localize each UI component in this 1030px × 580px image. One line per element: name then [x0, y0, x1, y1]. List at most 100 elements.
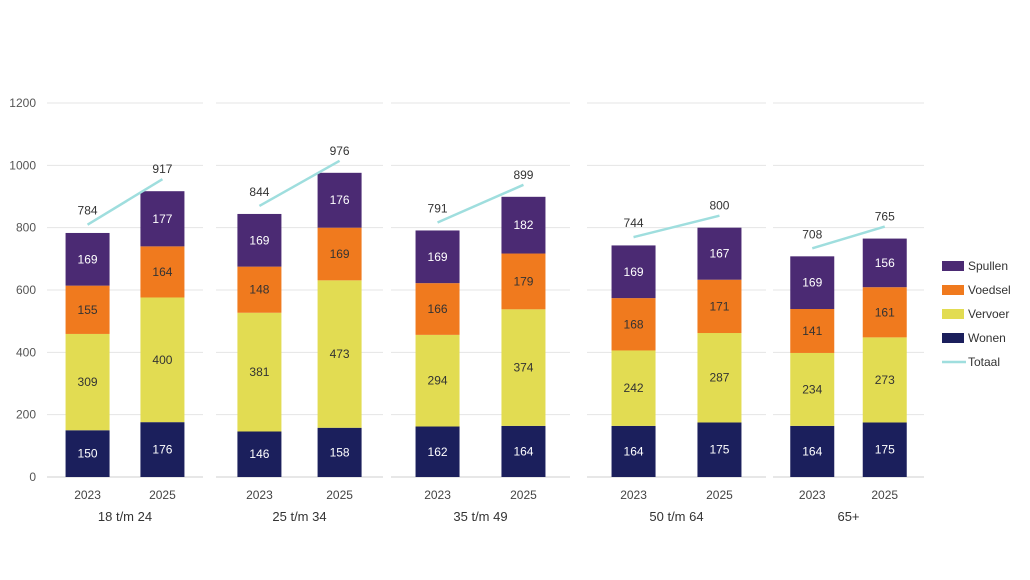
total-label: 976 — [330, 144, 350, 158]
legend-swatch — [942, 309, 964, 319]
data-label: 287 — [709, 371, 729, 385]
bar-segment-vervoer — [862, 337, 907, 423]
data-label: 400 — [152, 353, 172, 367]
bar-segment-wonen — [697, 422, 742, 477]
total-label: 765 — [875, 210, 895, 224]
bar-segment-spullen — [862, 238, 907, 288]
y-tick-label: 400 — [16, 345, 36, 359]
bar-segment-spullen — [697, 227, 742, 280]
total-lines: 784 917 844 976 791 899 744 800 708 765 — [78, 144, 895, 250]
bar-segment-voedsel — [415, 283, 460, 335]
data-label: 164 — [513, 444, 533, 458]
bar-segment-voedsel — [790, 309, 835, 353]
group-label: 50 t/m 64 — [649, 509, 703, 524]
group-label: 65+ — [837, 509, 859, 524]
bar-segment-wonen — [140, 422, 185, 477]
legend-label: Totaal — [968, 355, 1000, 369]
bar-segment-spullen — [790, 256, 835, 310]
data-label: 175 — [875, 443, 895, 457]
data-label: 169 — [428, 250, 448, 264]
bar-segment-spullen — [65, 232, 110, 286]
data-label: 175 — [709, 443, 729, 457]
y-tick-label: 800 — [16, 221, 36, 235]
total-label: 708 — [802, 227, 822, 241]
data-label: 150 — [78, 447, 98, 461]
year-label: 2023 — [799, 488, 826, 502]
bar-segment-wonen — [317, 427, 362, 477]
data-label: 164 — [802, 444, 822, 458]
total-label: 791 — [428, 201, 448, 215]
bar-segment-voedsel — [862, 287, 907, 338]
legend-label: Wonen — [968, 331, 1006, 345]
bar-segment-voedsel — [697, 279, 742, 334]
bar-segment-voedsel — [140, 246, 185, 298]
data-label: 141 — [802, 324, 822, 338]
bar-segment-vervoer — [501, 309, 546, 426]
year-label: 2025 — [706, 488, 733, 502]
data-label: 161 — [875, 305, 895, 319]
bar-segment-vervoer — [237, 312, 282, 432]
data-label: 176 — [152, 443, 172, 457]
total-line — [633, 214, 720, 239]
data-label: 166 — [428, 302, 448, 316]
bar-segment-wonen — [501, 425, 546, 477]
bar-segment-vervoer — [790, 352, 835, 426]
bar-segment-vervoer — [140, 297, 185, 423]
legend-label: Voedsel — [968, 283, 1011, 297]
group-label: 35 t/m 49 — [453, 509, 507, 524]
bar-segment-wonen — [415, 426, 460, 477]
legend-swatch — [942, 261, 964, 271]
data-label: 171 — [709, 299, 729, 313]
data-label: 168 — [624, 317, 644, 331]
bar-segment-wonen — [862, 422, 907, 477]
y-tick-label: 1000 — [9, 158, 36, 172]
bar-segment-spullen — [611, 245, 656, 299]
legend-label: Spullen — [968, 259, 1008, 273]
total-line — [86, 178, 164, 226]
data-label: 234 — [802, 382, 822, 396]
bar-segment-voedsel — [237, 266, 282, 313]
data-label: 158 — [330, 445, 350, 459]
bars: 150 309 155 169 176 400 164 177 146 381 148 169 158 4… — [65, 172, 907, 477]
data-label: 169 — [330, 247, 350, 261]
bar-segment-wonen — [65, 430, 110, 477]
data-label: 309 — [78, 375, 98, 389]
data-label: 169 — [78, 252, 98, 266]
year-label: 2025 — [326, 488, 353, 502]
data-label: 473 — [330, 347, 350, 361]
bar-segment-voedsel — [501, 253, 546, 310]
data-label: 294 — [428, 374, 448, 388]
bar-segment-voedsel — [317, 227, 362, 281]
bar-segment-vervoer — [697, 333, 742, 423]
y-axis: 0 200 400 600 800 1000 1200 — [9, 96, 36, 484]
data-label: 167 — [709, 247, 729, 261]
year-label: 2023 — [620, 488, 647, 502]
data-label: 162 — [428, 445, 448, 459]
data-label: 156 — [875, 256, 895, 270]
total-label: 784 — [78, 204, 98, 218]
total-label: 917 — [152, 162, 172, 176]
bar-segment-vervoer — [415, 334, 460, 427]
data-label: 148 — [249, 283, 269, 297]
year-label: 2025 — [149, 488, 176, 502]
data-label: 182 — [513, 218, 533, 232]
bar-segment-spullen — [140, 191, 185, 247]
data-label: 169 — [624, 265, 644, 279]
data-label: 176 — [330, 193, 350, 207]
bar-segment-spullen — [415, 230, 460, 284]
year-label: 2023 — [74, 488, 101, 502]
legend-label: Vervoer — [968, 307, 1009, 321]
data-label: 155 — [78, 303, 98, 317]
y-tick-label: 200 — [16, 408, 36, 422]
data-label: 164 — [624, 444, 644, 458]
data-label: 273 — [875, 373, 895, 387]
group-label: 25 t/m 34 — [272, 509, 326, 524]
group-label: 18 t/m 24 — [98, 509, 152, 524]
bar-segment-spullen — [501, 196, 546, 254]
total-label: 899 — [513, 168, 533, 182]
bar-segment-voedsel — [65, 285, 110, 334]
bar-segment-vervoer — [611, 350, 656, 426]
bar-segment-wonen — [790, 425, 835, 477]
total-line — [258, 159, 341, 208]
